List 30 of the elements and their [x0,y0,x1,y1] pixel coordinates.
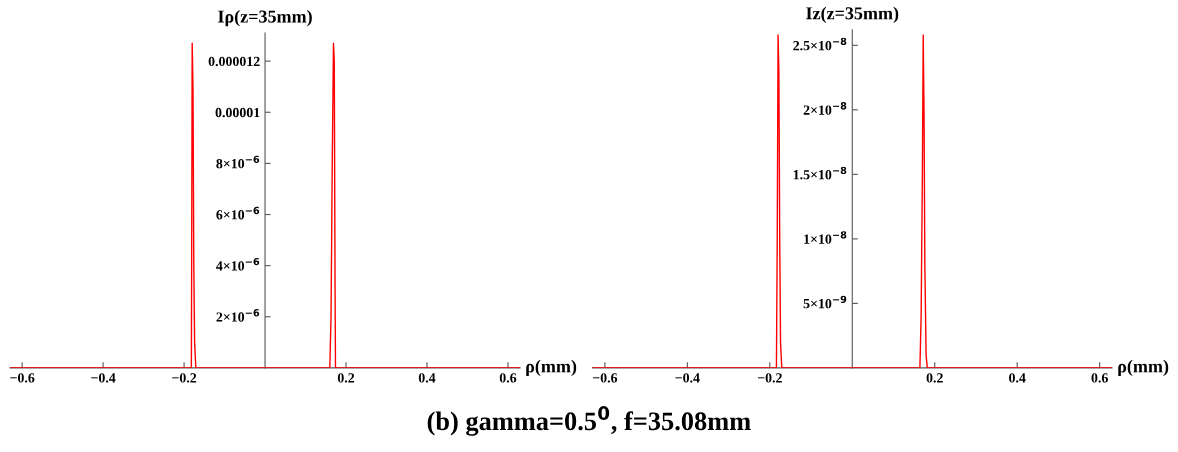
y-tick-label: 2×10$^{−6}$ [216,309,260,322]
y-tick-label: 8×10$^{−6}$ [216,155,260,169]
x-tick-label: 0.4 [1009,373,1026,383]
line-series [592,34,1113,368]
y-tick-label: 1×10$^{−8}$ [804,231,847,244]
x-tick-label: 0.4 [418,373,436,383]
y-tick-label: 2.5×10$^{−8}$ [793,37,847,51]
x-axis-title: ρ(mm) [1118,359,1169,377]
x-tick-label: 0.2 [337,373,355,383]
text: (b) gamma=0.5$^{0}$, f=35.08mm [427,406,751,436]
y-tick-label: 1.5×10$^{−8}$ [793,166,847,180]
y-axis-title: Iz(z=35mm) [806,6,899,24]
x-tick-label: −0.6 [593,373,618,383]
y-tick-label: 5×10$^{−9}$ [803,295,847,309]
x-tick-label: −0.4 [675,373,700,383]
x-tick-label: −0.4 [91,373,116,383]
x-tick-label: −0.2 [172,373,197,383]
x-tick-label: 0.2 [926,373,943,383]
y-axis-title: Iρ(z=35mm) [218,9,312,27]
x-tick-label: −0.2 [757,373,782,383]
line-series [10,42,521,368]
x-tick-label: −0.6 [10,373,35,383]
y-tick-label: 4×10$^{−6}$ [216,257,260,271]
y-tick-label: 2×10$^{−8}$ [803,102,847,115]
x-axis-title: ρ(mm) [526,359,577,377]
x-tick-label: 0.6 [499,373,517,383]
x-tick-label: 0.6 [1091,373,1108,383]
y-tick-label: 0.000012 [208,56,260,67]
y-tick-label: 6×10$^{−6}$ [216,206,260,220]
y-tick-label: 0.00001 [215,107,260,118]
